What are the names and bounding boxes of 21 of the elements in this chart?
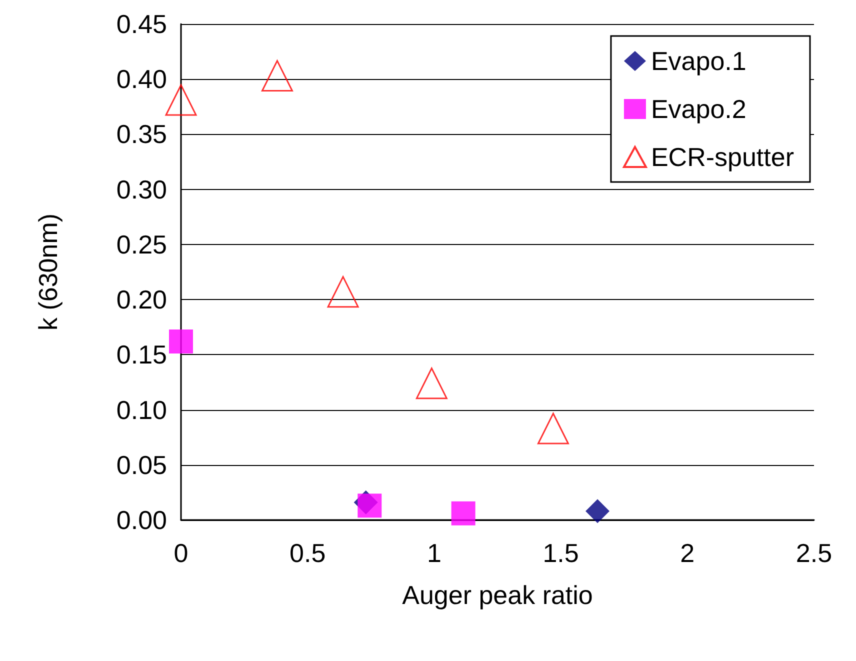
y-tick-label: 0.10 xyxy=(116,394,167,425)
legend-label: ECR-sputter xyxy=(650,142,794,172)
legend-label: Evapo.1 xyxy=(650,46,746,76)
y-tick-label: 0.45 xyxy=(116,9,167,39)
x-tick-label: 1 xyxy=(426,538,442,568)
y-tick-label: 0.30 xyxy=(116,174,167,204)
y-tick-label: 0.40 xyxy=(116,64,167,94)
y-axis-title: k (630nm) xyxy=(33,213,63,331)
legend-label: Evapo.2 xyxy=(650,94,746,124)
y-tick-label: 0.25 xyxy=(116,229,167,260)
y-tick-label: 0.05 xyxy=(116,450,167,480)
x-tick-label: 1.5 xyxy=(542,538,579,568)
x-axis-title: Auger peak ratio xyxy=(402,580,593,610)
y-tick-label: 0.35 xyxy=(116,119,167,150)
x-tick-label: 0.5 xyxy=(290,538,326,568)
x-tick-label: 2.5 xyxy=(796,538,832,568)
x-tick-label: 0 xyxy=(174,538,188,568)
y-tick-label: 0.20 xyxy=(116,284,167,315)
y-tick-label: 0.15 xyxy=(116,340,167,370)
x-tick-label: 2 xyxy=(680,538,695,568)
y-tick-label: 0.00 xyxy=(116,505,167,535)
